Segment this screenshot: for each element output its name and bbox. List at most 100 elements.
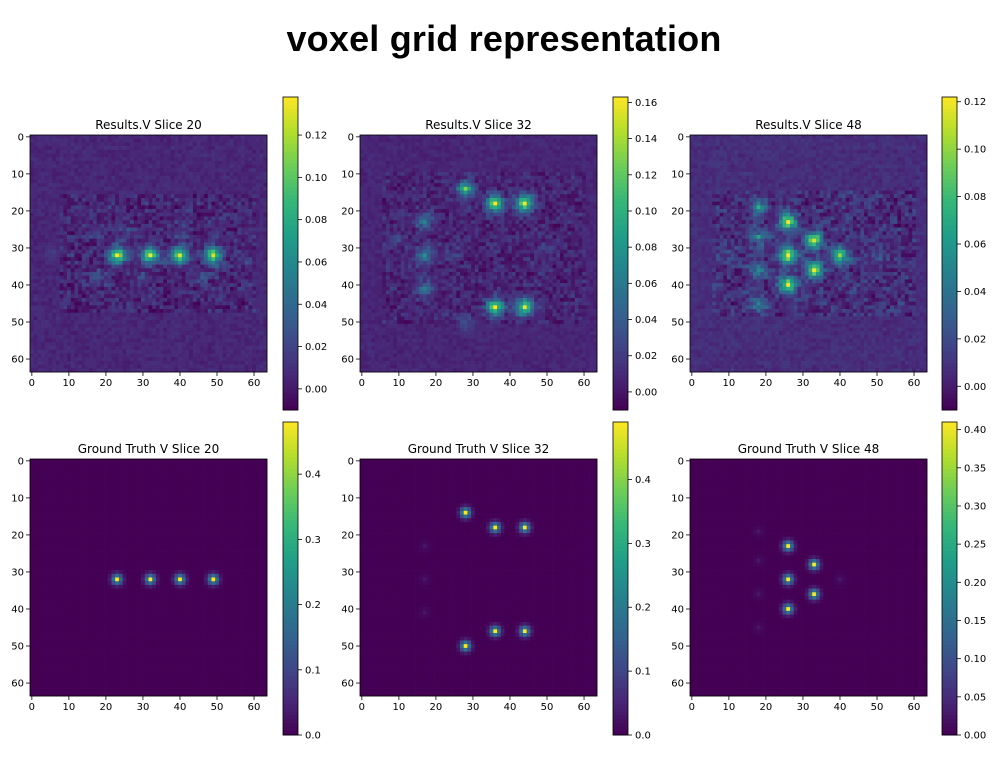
y-tick-label: 10 — [11, 493, 24, 504]
x-tick-label: 0 — [359, 378, 365, 389]
colorbar-tick-label: 0.10 — [305, 173, 327, 184]
colorbar-tick-label: 0.35 — [964, 463, 986, 474]
y-tick-label: 10 — [671, 169, 684, 180]
colorbar-tick-label: 0.00 — [305, 384, 327, 395]
colorbar-frame — [282, 96, 299, 411]
x-tick-label: 30 — [467, 702, 480, 713]
y-tick-label: 40 — [11, 280, 24, 291]
x-tick-label: 10 — [393, 378, 406, 389]
y-tick-label: 60 — [341, 355, 354, 366]
colorbar-tick-label: 0.06 — [635, 279, 657, 290]
y-tick-label: 50 — [671, 318, 684, 329]
plot-frame — [359, 458, 598, 697]
x-tick-label: 30 — [467, 378, 480, 389]
x-tick-label: 20 — [760, 378, 773, 389]
y-tick-label: 40 — [341, 280, 354, 291]
colorbar-tick-label: 0.10 — [635, 206, 657, 217]
x-tick-label: 30 — [137, 702, 150, 713]
y-tick-label: 50 — [341, 642, 354, 653]
y-tick-label: 0 — [18, 132, 24, 143]
x-tick-label: 50 — [211, 702, 224, 713]
colorbar-tick-label: 0.02 — [635, 351, 657, 362]
y-tick-label: 10 — [341, 493, 354, 504]
x-tick-label: 20 — [430, 378, 443, 389]
y-tick-label: 0 — [678, 132, 684, 143]
x-tick-label: 40 — [504, 702, 517, 713]
heatmap-panel-1: Results.V Slice 20 0 10 20 30 40 50 60 0 10 20 30 40… — [11, 96, 327, 411]
x-tick-label: 20 — [100, 702, 113, 713]
x-tick-label: 30 — [797, 702, 810, 713]
y-tick-label: 20 — [671, 206, 684, 217]
y-tick-label: 30 — [11, 567, 24, 578]
heatmap-image — [690, 135, 928, 373]
panel-title: Results.V Slice 48 — [755, 118, 862, 132]
colorbar-tick-label: 0.14 — [635, 134, 657, 145]
y-tick-label: 20 — [341, 530, 354, 541]
colorbar-tick-label: 0.10 — [964, 654, 986, 665]
y-tick-label: 10 — [671, 493, 684, 504]
x-tick-label: 40 — [174, 378, 187, 389]
colorbar-tick-label: 0.05 — [964, 692, 986, 703]
y-tick-label: 0 — [348, 132, 354, 143]
y-tick-label: 20 — [11, 206, 24, 217]
colorbar: 0.0 0.1 0.2 0.3 0.4 — [282, 421, 321, 742]
y-tick-label: 0 — [18, 456, 24, 467]
colorbar: 0.00 0.02 0.04 0.06 0.08 0.10 0.12 — [941, 96, 986, 411]
y-tick-label: 20 — [671, 530, 684, 541]
colorbar-tick-label: 0.1 — [305, 665, 321, 676]
y-tick-label: 30 — [341, 243, 354, 254]
colorbar-frame — [941, 421, 958, 736]
y-tick-label: 30 — [341, 567, 354, 578]
heatmap-image — [360, 135, 598, 373]
x-tick-label: 60 — [908, 378, 921, 389]
colorbar-tick-label: 0.3 — [635, 539, 651, 550]
y-tick-label: 60 — [341, 679, 354, 690]
x-tick-label: 20 — [760, 702, 773, 713]
colorbar-tick-label: 0.30 — [964, 501, 986, 512]
colorbar-tick-label: 0.1 — [635, 667, 651, 678]
colorbar-tick-label: 0.08 — [964, 192, 986, 203]
colorbar-tick-label: 0.20 — [964, 578, 986, 589]
colorbar-tick-label: 0.0 — [305, 731, 321, 742]
colorbar-frame — [612, 421, 629, 736]
x-tick-label: 0 — [689, 378, 695, 389]
y-tick-label: 50 — [11, 318, 24, 329]
panel-title: Ground Truth V Slice 48 — [738, 442, 880, 456]
y-tick-label: 30 — [671, 243, 684, 254]
colorbar-tick-label: 0.2 — [305, 600, 321, 611]
y-tick-label: 40 — [341, 604, 354, 615]
x-tick-label: 60 — [908, 702, 921, 713]
plot-frame — [689, 134, 928, 373]
colorbar-frame — [612, 96, 629, 411]
colorbar-tick-label: 0.04 — [964, 287, 986, 298]
y-tick-label: 50 — [671, 642, 684, 653]
heatmap-panel-6: Ground Truth V Slice 48 0 10 20 30 40 50 60 0 10 2… — [671, 421, 986, 742]
heatmap-image — [360, 459, 598, 697]
x-tick-label: 0 — [29, 702, 35, 713]
x-tick-label: 30 — [797, 378, 810, 389]
y-tick-label: 30 — [11, 243, 24, 254]
x-tick-label: 10 — [63, 702, 76, 713]
x-tick-label: 50 — [871, 378, 884, 389]
y-tick-label: 0 — [678, 456, 684, 467]
colorbar-tick-label: 0.15 — [964, 616, 986, 627]
x-tick-label: 10 — [393, 702, 406, 713]
x-tick-label: 50 — [871, 702, 884, 713]
y-tick-label: 40 — [671, 604, 684, 615]
heatmap-image — [30, 135, 268, 373]
y-tick-label: 20 — [341, 206, 354, 217]
x-tick-label: 50 — [211, 378, 224, 389]
y-tick-label: 40 — [11, 604, 24, 615]
colorbar-tick-label: 0.02 — [964, 334, 986, 345]
x-tick-label: 10 — [723, 702, 736, 713]
x-tick-label: 0 — [689, 702, 695, 713]
y-tick-label: 40 — [671, 280, 684, 291]
x-tick-label: 50 — [541, 702, 554, 713]
x-tick-label: 60 — [248, 702, 261, 713]
y-tick-label: 50 — [11, 642, 24, 653]
plot-frame — [689, 458, 928, 697]
colorbar: 0.00 0.02 0.04 0.06 0.08 0.10 0.12 0.14 0.16 — [612, 96, 657, 411]
colorbar-tick-label: 0.04 — [635, 315, 657, 326]
heatmap-panel-4: Ground Truth V Slice 20 0 10 20 30 40 50 60 0 10 2… — [11, 421, 321, 742]
